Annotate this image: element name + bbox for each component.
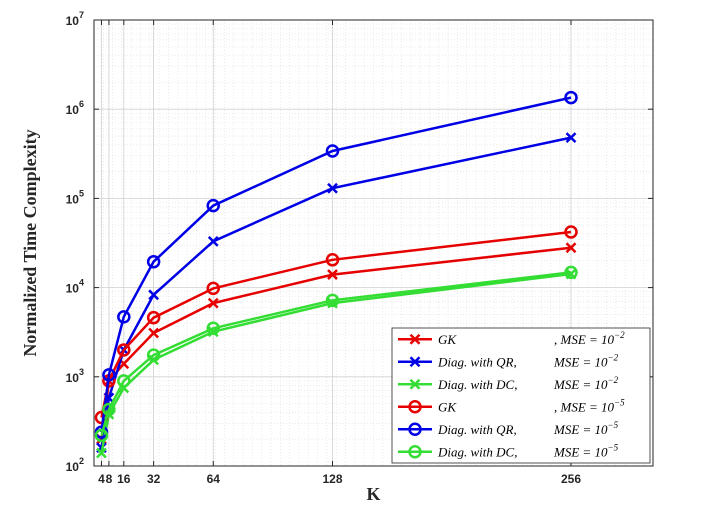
data-point (146, 254, 161, 269)
legend-entry: Diag. with QR, MSE = 10−5 (398, 420, 619, 437)
legend-marker (408, 400, 422, 414)
legend-entry: Diag. with DC, MSE = 10−2 (398, 375, 619, 392)
legend-series-label: Diag. with DC, (437, 377, 517, 392)
legend-mse-label: , MSE = 10−2 (554, 330, 625, 347)
legend-marker (409, 378, 421, 390)
data-point (564, 265, 578, 280)
data-point (148, 289, 160, 301)
data-point (146, 348, 161, 362)
legend-entry: Diag. with DC, MSE = 10−5 (398, 442, 619, 459)
x-tick-label: 128 (322, 472, 342, 486)
legend-marker (408, 445, 422, 459)
legend-mse-label: MSE = 10−5 (553, 442, 619, 459)
data-point (565, 132, 577, 144)
data-point (117, 310, 131, 324)
series-5 (94, 265, 578, 443)
legend-entry: GK , MSE = 10−2 (398, 330, 625, 347)
legend-series-label: GK (438, 332, 457, 347)
legend-marker (409, 356, 421, 368)
legend-series-label: Diag. with QR, (437, 354, 517, 369)
y-tick-label: 103 (66, 367, 84, 385)
data-point (327, 182, 338, 194)
y-tick-label: 106 (66, 99, 84, 117)
legend-box (391, 327, 651, 464)
data-point (96, 447, 107, 459)
data-point (325, 293, 340, 308)
legend-series-label: Diag. with QR, (437, 422, 517, 437)
y-tick-label: 107 (66, 10, 84, 28)
legend-mse-label: , MSE = 10−5 (554, 397, 625, 414)
data-point (327, 269, 338, 280)
y-tick-label: 104 (66, 278, 84, 296)
legend-marker (408, 422, 422, 436)
y-tick-label: 102 (66, 456, 84, 474)
y-axis-label: Normalized Time Complexity (20, 129, 40, 356)
data-point (564, 225, 578, 239)
series-line (100, 271, 572, 436)
legend-mse-label: MSE = 10−2 (553, 352, 619, 369)
x-tick-label: 64 (207, 472, 221, 486)
y-tick-label: 105 (66, 188, 84, 206)
series-line (100, 96, 572, 433)
data-point (206, 321, 221, 336)
legend-marker (409, 333, 421, 345)
ticks: 4 8 16 32 64 128 256 102 103 104 105 106 107 (66, 10, 653, 486)
legend-mse-label: MSE = 10−2 (553, 375, 619, 392)
x-axis-label: K (366, 484, 380, 504)
legend-series-label: Diag. with DC, (437, 444, 517, 459)
legend-entry: Diag. with QR, MSE = 10−2 (398, 352, 619, 369)
legend-entry: GK , MSE = 10−5 (398, 397, 625, 414)
x-tick-label: 8 (106, 472, 113, 486)
data-point (207, 297, 219, 309)
data-point (325, 144, 340, 158)
data-point (565, 242, 577, 254)
x-tick-label: 256 (561, 472, 581, 486)
data-point (117, 374, 131, 388)
legend-series-label: GK (438, 399, 457, 414)
data-point (325, 253, 340, 267)
data-point (102, 402, 116, 417)
data-point (146, 310, 161, 325)
axes-box (93, 19, 654, 467)
series-layer (94, 90, 578, 459)
data-point (94, 428, 109, 443)
legend-mse-label: MSE = 10−5 (553, 420, 619, 437)
data-point (102, 368, 116, 382)
data-point (148, 327, 160, 339)
x-tick-label: 4 (98, 472, 105, 486)
data-point (117, 343, 131, 357)
data-point (206, 281, 221, 296)
x-tick-label: 32 (147, 472, 161, 486)
data-point (564, 90, 578, 105)
data-point (207, 235, 219, 247)
data-point (206, 198, 221, 213)
x-tick-label: 16 (117, 472, 131, 486)
